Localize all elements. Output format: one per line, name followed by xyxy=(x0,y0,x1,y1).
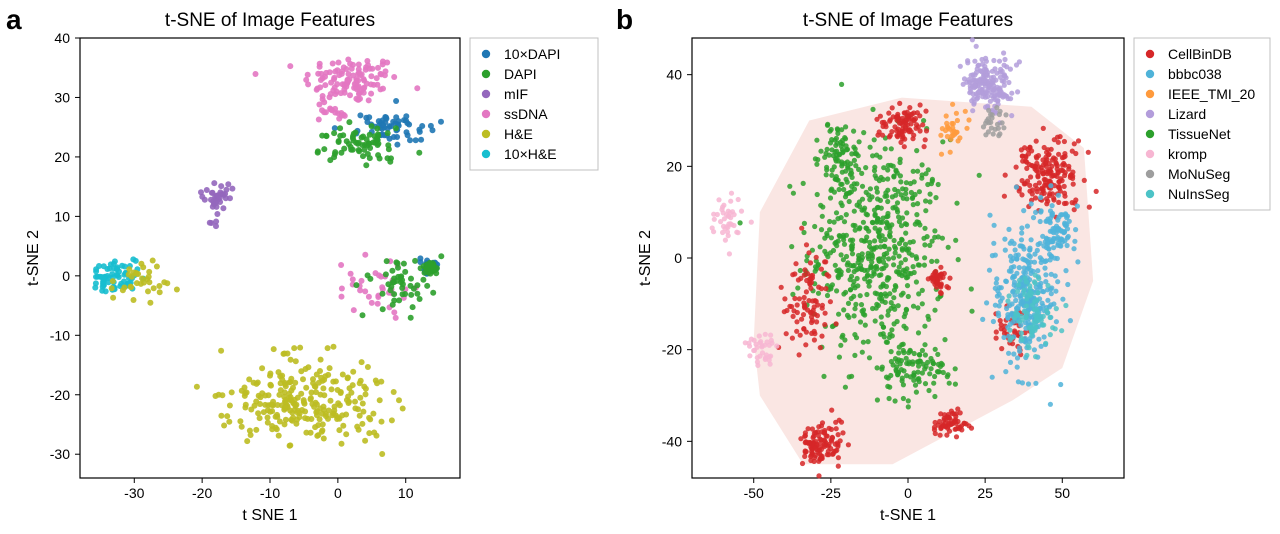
panel-b-svg: -50 -25 0 25 50 -40 -20 0 20 40 t-SNE 1 t-SNE 2 t-SN… xyxy=(610,0,1280,534)
ytick-label: 20 xyxy=(54,149,70,165)
ytick-label: 40 xyxy=(54,30,70,46)
panel-b-letter: b xyxy=(616,4,633,36)
panel-b: b -50 -25 0 25 50 -40 -20 0 20 40 t-SNE 1 t-SNE 2 t-… xyxy=(610,0,1280,534)
xtick-label: -50 xyxy=(744,485,764,501)
xtick-label: 0 xyxy=(904,485,912,501)
scatter-points xyxy=(92,57,444,458)
chart-title: t-SNE of Image Features xyxy=(803,10,1013,31)
legend-marker xyxy=(482,110,490,118)
xtick-label: 50 xyxy=(1054,485,1070,501)
xtick-label: -30 xyxy=(124,485,144,501)
ytick-label: 0 xyxy=(674,250,682,266)
panel-a-svg: -30 -20 -10 0 10 -30 -20 -10 0 10 20 30 40 t SNE 1 t-S… xyxy=(0,0,610,534)
legend-marker xyxy=(1146,170,1154,178)
legend-label: 10×DAPI xyxy=(504,46,560,62)
legend-label: IEEE_TMI_20 xyxy=(1168,86,1255,102)
ylabel: t-SNE 2 xyxy=(25,230,42,286)
ylabel: t-SNE 2 xyxy=(637,230,654,286)
ytick-label: -30 xyxy=(50,446,70,462)
legend-label: mIF xyxy=(504,86,528,102)
legend-label: kromp xyxy=(1168,146,1207,162)
xlabel: t-SNE 1 xyxy=(880,507,936,524)
ytick-label: 30 xyxy=(54,89,70,105)
legend-marker xyxy=(1146,110,1154,118)
legend: 10×DAPI DAPI mIF ssDNA H&E 10×H&E xyxy=(470,38,598,170)
legend-label: 10×H&E xyxy=(504,146,557,162)
legend-marker xyxy=(1146,70,1154,78)
ytick-label: 10 xyxy=(54,208,70,224)
legend-marker xyxy=(482,90,490,98)
chart-title: t-SNE of Image Features xyxy=(165,10,375,31)
legend-label: NuInsSeg xyxy=(1168,186,1229,202)
xlabel: t SNE 1 xyxy=(242,507,297,524)
xtick-label: 0 xyxy=(334,485,342,501)
legend-label: TissueNet xyxy=(1168,126,1231,142)
legend-label: H&E xyxy=(504,126,533,142)
legend-marker xyxy=(1146,50,1154,58)
ytick-label: 0 xyxy=(62,268,70,284)
legend-marker xyxy=(1146,130,1154,138)
ytick-label: -40 xyxy=(662,433,682,449)
legend-label: MoNuSeg xyxy=(1168,166,1230,182)
legend-marker xyxy=(482,150,490,158)
legend-label: CellBinDB xyxy=(1168,46,1232,62)
legend-marker xyxy=(1146,90,1154,98)
xtick-label: -25 xyxy=(821,485,841,501)
legend-label: DAPI xyxy=(504,66,537,82)
legend: CellBinDB bbbc038 IEEE_TMI_20 Lizard TissueN… xyxy=(1134,38,1270,210)
panel-a-letter: a xyxy=(6,4,22,36)
ytick-label: 40 xyxy=(666,67,682,83)
xtick-label: 25 xyxy=(977,485,993,501)
legend-marker xyxy=(482,130,490,138)
ytick-label: -20 xyxy=(50,387,70,403)
ytick-label: -20 xyxy=(662,342,682,358)
ytick-label: -10 xyxy=(50,327,70,343)
legend-marker xyxy=(482,50,490,58)
legend-marker xyxy=(482,70,490,78)
xtick-label: 10 xyxy=(398,485,414,501)
ytick-label: 20 xyxy=(666,158,682,174)
legend-marker xyxy=(1146,150,1154,158)
xtick-label: -10 xyxy=(260,485,280,501)
xtick-label: -20 xyxy=(192,485,212,501)
legend-label: Lizard xyxy=(1168,106,1206,122)
figure: a -30 -20 -10 0 10 -30 -20 -10 0 10 20 30 40 t SNE 1 t… xyxy=(0,0,1280,534)
panel-a: a -30 -20 -10 0 10 -30 -20 -10 0 10 20 30 40 t SNE 1 t… xyxy=(0,0,610,534)
legend-label: bbbc038 xyxy=(1168,66,1222,82)
legend-label: ssDNA xyxy=(504,106,548,122)
legend-marker xyxy=(1146,190,1154,198)
